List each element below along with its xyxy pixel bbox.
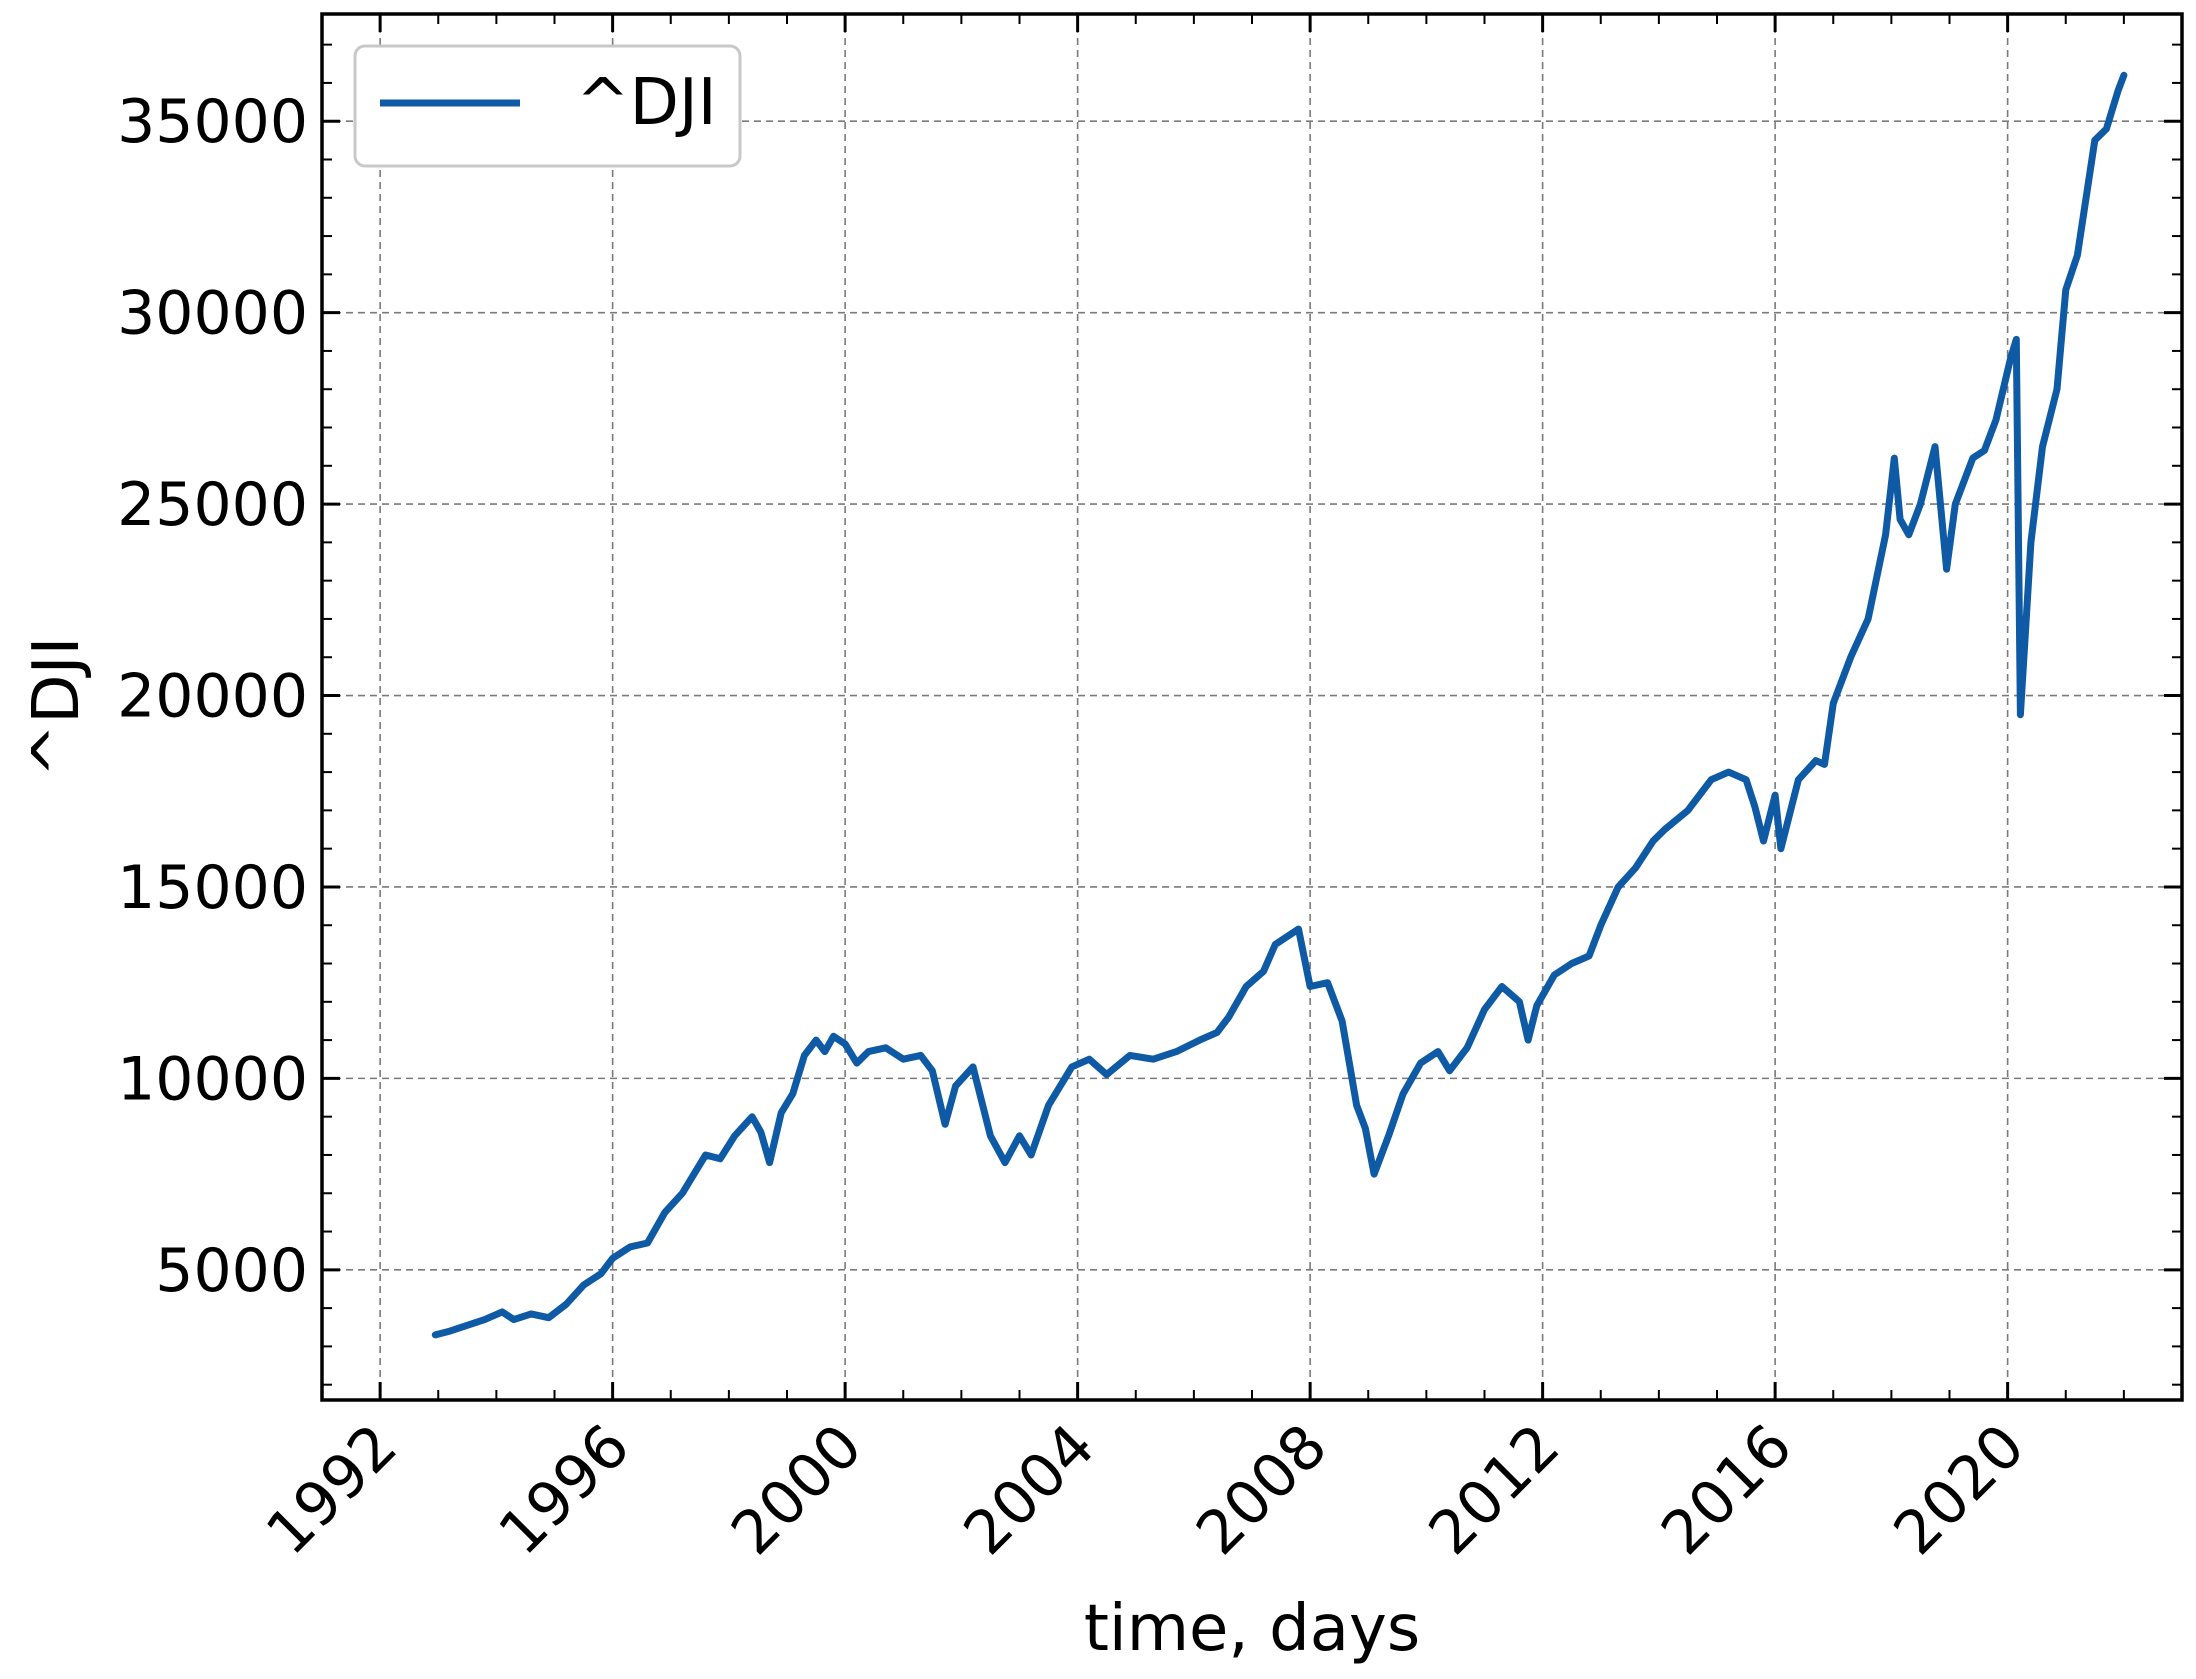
x-tick-label: 2012 [1416, 1411, 1573, 1568]
y-tick-label: 35000 [117, 87, 308, 157]
series-line-dji [431, 71, 2128, 1339]
x-tick-label: 2004 [951, 1411, 1108, 1568]
legend: ^DJI [353, 44, 742, 168]
x-tick-label: 2008 [1183, 1411, 1340, 1568]
y-tick-label: 20000 [117, 662, 308, 732]
x-tick-label: 2016 [1648, 1411, 1805, 1568]
x-tick-label: 1996 [486, 1411, 643, 1568]
legend-label-dji: ^DJI [576, 66, 717, 140]
y-tick-label: 15000 [117, 853, 308, 923]
x-tick-labels: 1992 1996 2000 2004 2008 2012 2016 2020 [253, 1411, 2038, 1568]
x-tick-label: 2020 [1881, 1411, 2038, 1568]
y-tick-label: 30000 [117, 279, 308, 349]
x-axis-label: time, days [1084, 1592, 1420, 1666]
y-tick-label: 10000 [117, 1044, 308, 1114]
y-tick-label: 5000 [155, 1236, 308, 1306]
y-tick-labels: 5000 10000 15000 20000 25000 30000 35000 [117, 87, 308, 1306]
grid [322, 14, 2182, 1400]
legend-box [353, 44, 742, 168]
y-axis-label: ^DJI [20, 637, 94, 778]
y-tick-label: 25000 [117, 470, 308, 540]
series-layer [431, 71, 2128, 1339]
axis-ticks [321, 14, 2183, 1400]
x-tick-label: 2000 [718, 1411, 875, 1568]
x-tick-label: 1992 [253, 1411, 410, 1568]
plot-frame [320, 12, 2184, 1402]
